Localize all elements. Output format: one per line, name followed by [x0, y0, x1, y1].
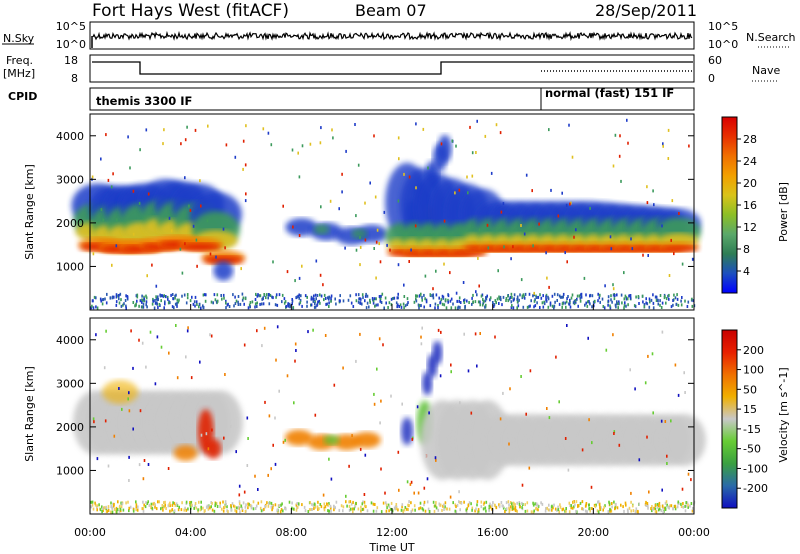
y-tick-label: 1000 [56, 260, 84, 273]
nsearch-label: N.Search [746, 31, 796, 44]
cpid-mode-normal: normal (fast) 151 IF [545, 86, 674, 100]
colorbar-tick-label: 100 [743, 364, 764, 377]
nave-tick-top: 60 [708, 54, 722, 67]
colorbar-tick-label: 20 [743, 177, 757, 190]
colorbar-tick-label: 16 [743, 199, 757, 212]
date-label: 28/Sep/2011 [595, 1, 697, 20]
nsky-label: N.Sky [3, 32, 35, 45]
y-tick-label: 4000 [56, 334, 84, 347]
nsky-tick-top: 10^5 [56, 20, 86, 33]
colorbar-tick-label: 50 [743, 383, 757, 396]
freq-unit: [MHz] [3, 67, 35, 80]
velocity-colorbar: 200 100 50 15 -15 -50 -100 -200 Velocity [m s^-… [721, 329, 790, 509]
cpid-label: CPID [8, 90, 37, 103]
colorbar-tick-label: 15 [743, 403, 757, 416]
colorbar-tick-label: -200 [743, 482, 768, 495]
colorbar-tick-label: 28 [743, 133, 757, 146]
cpid-panel: CPID themis 3300 IF normal (fast) 151 IF [8, 86, 695, 111]
velocity-heatmap [73, 324, 706, 514]
x-tick-label: 00:00 [678, 526, 710, 539]
freq-label: Freq. [6, 54, 33, 67]
colorbar-tick-label: 24 [743, 155, 757, 168]
freq-tick-bottom: 8 [71, 72, 78, 85]
velocity-ylabel: Slant Range [km] [23, 366, 36, 462]
velocity-panel: Slant Range [km] 1000 2000 3000 4000 [23, 317, 706, 515]
colorbar-tick-label: 12 [743, 221, 757, 234]
colorbar-tick-label: 200 [743, 344, 764, 357]
cpid-mode-themis: themis 3300 IF [96, 94, 192, 108]
colorbar-tick-label: -100 [743, 462, 768, 475]
power-ylabel: Slant Range [km] [23, 164, 36, 260]
velocity-colorbar-label: Velocity [m s^-1] [777, 367, 790, 462]
power-heatmap [71, 118, 701, 310]
x-tick-label: 12:00 [376, 526, 408, 539]
colorbar-tick-label: -15 [743, 423, 761, 436]
y-tick-label: 2000 [56, 217, 84, 230]
freq-panel: Freq. [MHz] 18 8 60 0 Nave [3, 54, 780, 85]
power-colorbar-label: Power [dB] [777, 182, 790, 242]
y-tick-label: 2000 [56, 421, 84, 434]
power-panel: Slant Range [km] 1000 2000 3000 4000 [23, 113, 701, 311]
colorbar-tick-label: 8 [743, 243, 750, 256]
power-colorbar: 28 24 20 16 12 8 4 Power [dB] [721, 116, 790, 294]
nave-label: Nave [752, 64, 780, 77]
nave-tick-bottom: 0 [708, 72, 715, 85]
x-tick-label: 00:00 [74, 526, 106, 539]
x-tick-label: 08:00 [275, 526, 307, 539]
velocity-yticks: 1000 2000 3000 4000 [56, 334, 694, 477]
power-colorbar-ticks: 28 24 20 16 12 8 4 [737, 133, 757, 278]
x-tick-label: 20:00 [577, 526, 609, 539]
nsky-tick-bottom: 10^0 [56, 38, 86, 51]
y-tick-label: 3000 [56, 377, 84, 390]
power-yticks: 1000 2000 3000 4000 [56, 130, 694, 273]
nsearch-tick-top: 10^5 [708, 20, 738, 33]
x-tick-label: 16:00 [477, 526, 509, 539]
colorbar-tick-label: -50 [743, 443, 761, 456]
velocity-colorbar-ticks: 200 100 50 15 -15 -50 -100 -200 [737, 344, 768, 495]
nsky-panel: N.Sky 10^5 10^0 10^5 10^0 N.Search [2, 20, 796, 51]
title: Fort Hays West (fitACF) [92, 1, 289, 21]
freq-tick-top: 18 [64, 54, 78, 67]
beam-label: Beam 07 [355, 1, 427, 20]
power-colorbar-fill [721, 116, 738, 294]
y-tick-label: 1000 [56, 464, 84, 477]
velocity-colorbar-fill [721, 329, 738, 509]
colorbar-tick-label: 4 [743, 265, 750, 278]
y-tick-label: 4000 [56, 130, 84, 143]
x-axis-label: Time UT [368, 541, 414, 554]
x-tick-label: 04:00 [175, 526, 207, 539]
x-axis-ticks: 00:00 04:00 08:00 12:00 16:00 20:00 00:00 [74, 304, 710, 539]
nsky-trace [91, 30, 693, 48]
y-tick-label: 3000 [56, 173, 84, 186]
nsearch-tick-bottom: 10^0 [708, 38, 738, 51]
freq-trace [92, 61, 693, 75]
